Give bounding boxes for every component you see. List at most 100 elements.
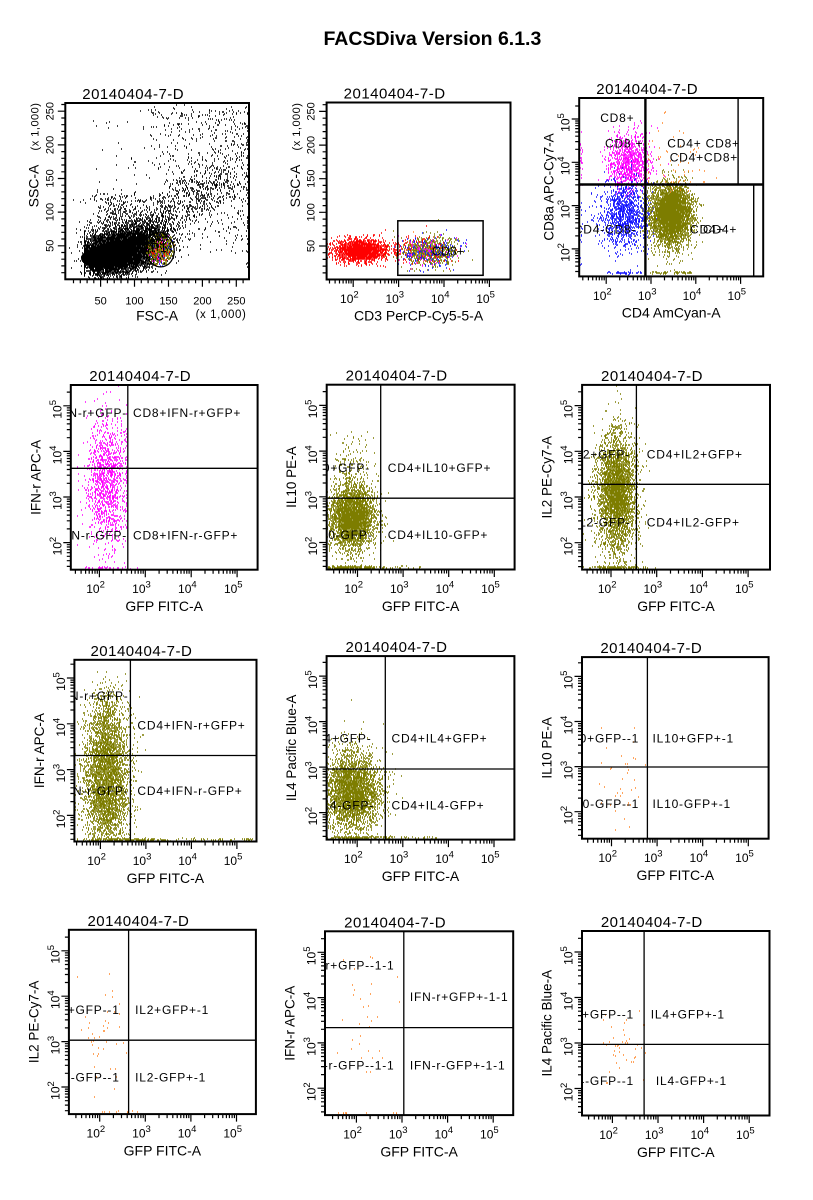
svg-text:20140404-7-D: 20140404-7-D <box>601 368 703 385</box>
svg-text:IL2-GFP+-1: IL2-GFP+-1 <box>135 1070 206 1084</box>
svg-text:(x 1,000): (x 1,000) <box>30 103 42 151</box>
svg-text:IL10+GFP+-1: IL10+GFP+-1 <box>653 731 735 745</box>
svg-text:GFP FITC-A: GFP FITC-A <box>124 1143 202 1159</box>
svg-text:IL2-GFP--1: IL2-GFP--1 <box>52 1070 120 1084</box>
svg-text:CD4+IFN-r-GFP+: CD4+IFN-r-GFP+ <box>137 784 242 798</box>
svg-text:IFN-r APC-A: IFN-r APC-A <box>32 713 47 788</box>
svg-text:FSC-A: FSC-A <box>136 308 179 324</box>
svg-text:IL4-GFP--1: IL4-GFP--1 <box>566 1074 634 1088</box>
svg-text:CD4+IL2-GFP+: CD4+IL2-GFP+ <box>647 516 740 530</box>
svg-text:CD8+IFN-r-GFP+: CD8+IFN-r-GFP+ <box>133 529 238 543</box>
svg-text:20140404-7-D: 20140404-7-D <box>82 86 184 103</box>
svg-text:200: 200 <box>44 136 56 154</box>
svg-text:GFP FITC-A: GFP FITC-A <box>125 598 203 614</box>
svg-text:CD8+: CD8+ <box>600 111 634 125</box>
svg-text:CD4+IL10+GFP-: CD4+IL10+GFP- <box>270 461 370 475</box>
svg-text:(x 1,000): (x 1,000) <box>291 103 303 151</box>
svg-text:20140404-7-D: 20140404-7-D <box>344 914 446 931</box>
svg-text:CD4+IL4+GFP+: CD4+IL4+GFP+ <box>392 732 488 746</box>
svg-text:IFN-r-GFP--1-1: IFN-r-GFP--1-1 <box>302 1058 395 1072</box>
svg-text:GFP FITC-A: GFP FITC-A <box>382 868 460 884</box>
svg-text:FACSDiva Version 6.1.3: FACSDiva Version 6.1.3 <box>323 28 541 50</box>
svg-text:IL4-GFP+-1: IL4-GFP+-1 <box>656 1074 727 1088</box>
svg-text:IL4+GFP--1: IL4+GFP--1 <box>563 1008 634 1022</box>
svg-text:CD8a APC-Cy7-A: CD8a APC-Cy7-A <box>542 133 557 240</box>
svg-text:SSC-A: SSC-A <box>287 164 303 207</box>
svg-text:CD4+ CD8+: CD4+ CD8+ <box>667 136 740 150</box>
svg-text:CD8+IFN-r+GFP-: CD8+IFN-r+GFP- <box>22 406 127 420</box>
svg-text:200: 200 <box>306 136 318 154</box>
svg-text:CD4+: CD4+ <box>703 223 737 237</box>
svg-text:CD4+IL2-GFP-: CD4+IL2-GFP- <box>541 516 631 530</box>
svg-text:IFN-r-GFP+-1-1: IFN-r-GFP+-1-1 <box>410 1058 506 1072</box>
svg-text:200: 200 <box>193 296 211 308</box>
svg-text:IFN-r+GFP+-1-1: IFN-r+GFP+-1-1 <box>410 990 509 1004</box>
svg-text:20140404-7-D: 20140404-7-D <box>600 640 702 657</box>
svg-text:IL10-GFP+-1: IL10-GFP+-1 <box>653 797 732 811</box>
svg-text:GFP FITC-A: GFP FITC-A <box>637 598 715 614</box>
svg-text:250: 250 <box>306 102 318 120</box>
svg-text:IL2 PE-Cy7-A: IL2 PE-Cy7-A <box>26 981 41 1064</box>
svg-text:CD4-CD8-: CD4-CD8- <box>574 223 636 237</box>
svg-text:IL4 Pacific Blue-A: IL4 Pacific Blue-A <box>284 695 299 802</box>
svg-text:CD4+IFN-r+GFP+: CD4+IFN-r+GFP+ <box>137 718 245 732</box>
svg-text:CD4+IL2+GFP+: CD4+IL2+GFP+ <box>647 447 743 461</box>
svg-text:CD4+IL10-GFP-: CD4+IL10-GFP- <box>275 528 372 542</box>
svg-text:CD4+IL4+GFP-: CD4+IL4+GFP- <box>279 732 372 746</box>
svg-text:P1: P1 <box>151 240 167 255</box>
svg-text:150: 150 <box>159 296 177 308</box>
svg-text:100: 100 <box>44 203 56 221</box>
svg-text:GFP FITC-A: GFP FITC-A <box>637 1144 715 1160</box>
svg-text:CD8 +: CD8 + <box>605 136 643 150</box>
svg-text:GFP FITC-A: GFP FITC-A <box>127 870 205 886</box>
svg-text:20140404-7-D: 20140404-7-D <box>346 639 448 656</box>
svg-text:CD4+IFN-r-GFP-: CD4+IFN-r-GFP- <box>26 784 128 798</box>
svg-text:IL10-GFP--1: IL10-GFP--1 <box>564 797 640 811</box>
svg-text:CD4+IL10-GFP+: CD4+IL10-GFP+ <box>388 528 488 542</box>
svg-text:GFP FITC-A: GFP FITC-A <box>380 1144 458 1160</box>
svg-text:IL2+GFP--1: IL2+GFP--1 <box>49 1003 120 1017</box>
svg-text:50: 50 <box>44 240 56 252</box>
svg-text:CD4+IFN-r+GFP-: CD4+IFN-r+GFP- <box>23 689 128 703</box>
svg-text:CD3+: CD3+ <box>432 245 464 259</box>
svg-text:CD8+IFN-r-GFP-: CD8+IFN-r-GFP- <box>25 529 127 543</box>
svg-text:20140404-7-D: 20140404-7-D <box>344 86 446 103</box>
svg-text:CD4+CD8+: CD4+CD8+ <box>670 150 738 164</box>
svg-text:CD4+: CD4+ <box>690 223 724 237</box>
svg-text:GFP FITC-A: GFP FITC-A <box>382 598 460 614</box>
svg-text:SSC-A: SSC-A <box>26 164 42 207</box>
svg-text:CD4+IL2+GFP-: CD4+IL2+GFP- <box>537 447 630 461</box>
svg-text:20140404-7-D: 20140404-7-D <box>87 913 189 930</box>
svg-text:150: 150 <box>306 170 318 188</box>
svg-text:CD4+IL10+GFP+: CD4+IL10+GFP+ <box>388 461 491 475</box>
svg-text:20140404-7-D: 20140404-7-D <box>90 643 192 660</box>
svg-text:IL4 Pacific Blue-A: IL4 Pacific Blue-A <box>540 970 555 1077</box>
svg-text:CD4+IL4-GFP+: CD4+IL4-GFP+ <box>392 799 485 813</box>
svg-text:IL2 PE-Cy7-A: IL2 PE-Cy7-A <box>540 436 555 519</box>
svg-text:100: 100 <box>306 203 318 221</box>
svg-text:IL10 PE-A: IL10 PE-A <box>284 446 299 508</box>
svg-text:IL10 PE-A: IL10 PE-A <box>540 717 555 779</box>
svg-text:20140404-7-D: 20140404-7-D <box>89 368 191 385</box>
svg-text:IL4+GFP+-1: IL4+GFP+-1 <box>651 1008 725 1022</box>
svg-text:100: 100 <box>125 296 143 308</box>
svg-text:GFP FITC-A: GFP FITC-A <box>637 867 715 883</box>
svg-text:20140404-7-D: 20140404-7-D <box>601 914 703 931</box>
svg-text:IFN-r APC-A: IFN-r APC-A <box>283 986 298 1061</box>
svg-text:50: 50 <box>306 240 318 252</box>
svg-text:50: 50 <box>94 296 106 308</box>
svg-text:CD4 AmCyan-A: CD4 AmCyan-A <box>622 305 721 321</box>
svg-text:IFN-r+GFP--1-1: IFN-r+GFP--1-1 <box>299 959 395 973</box>
svg-text:(x 1,000): (x 1,000) <box>196 309 247 321</box>
svg-text:IFN-r APC-A: IFN-r APC-A <box>28 440 43 515</box>
svg-text:CD8+IFN-r+GFP+: CD8+IFN-r+GFP+ <box>133 406 241 420</box>
svg-text:20140404-7-D: 20140404-7-D <box>596 81 698 98</box>
svg-text:IL10+GFP--1: IL10+GFP--1 <box>561 731 640 745</box>
svg-text:150: 150 <box>44 169 56 187</box>
svg-text:IL2+GFP+-1: IL2+GFP+-1 <box>135 1003 209 1017</box>
svg-text:250: 250 <box>44 102 56 120</box>
svg-text:CD3 PerCP-Cy5-5-A: CD3 PerCP-Cy5-5-A <box>354 308 484 324</box>
svg-text:250: 250 <box>227 296 245 308</box>
svg-text:20140404-7-D: 20140404-7-D <box>346 368 448 385</box>
svg-text:CD4+IL4-GFP-: CD4+IL4-GFP- <box>284 799 374 813</box>
